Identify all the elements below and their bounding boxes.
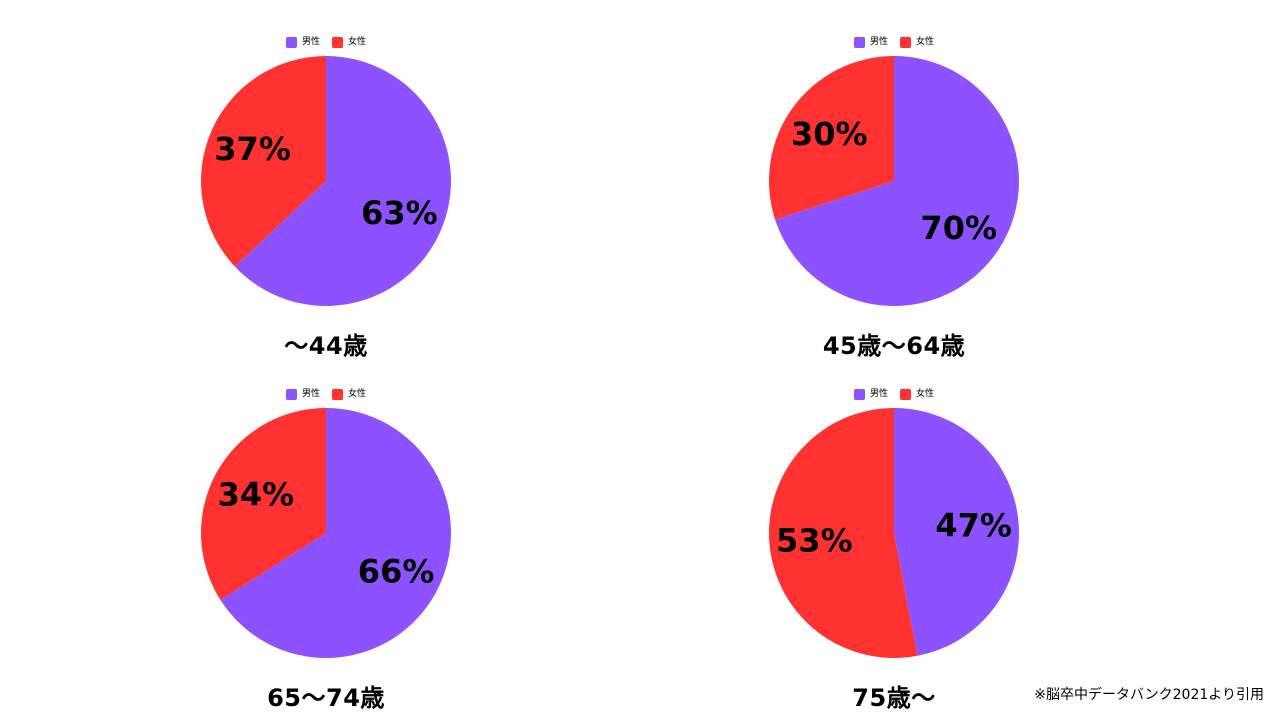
legend: 男性 女性 (744, 388, 1044, 400)
pie-slice-male (234, 56, 451, 306)
pie-label-male: 66% (358, 553, 435, 591)
pie-slice-female (769, 56, 894, 220)
pie-panel-45-64: 男性 女性 70% 30% 45歳～64歳 (744, 0, 1044, 360)
legend-item-male: 男性 (853, 36, 888, 48)
age-group-title: 65～74歳 (267, 684, 385, 712)
pie-slice-female (201, 408, 326, 600)
legend: 男性 女性 (176, 36, 476, 48)
legend-label-male: 男性 (869, 389, 888, 399)
legend-swatch-male (853, 388, 865, 400)
pie-label-male: 70% (920, 209, 997, 247)
pie-slice-male (220, 408, 451, 658)
legend-label-male: 男性 (301, 37, 320, 47)
age-group-title: 45歳～64歳 (822, 332, 966, 360)
legend-item-female: 女性 (900, 388, 934, 400)
legend-item-female: 女性 (332, 388, 366, 400)
pie-slice-male (894, 408, 1019, 656)
legend-label-female: 女性 (348, 37, 367, 47)
pie-panel-65-74: 男性 女性 66% 34% 65～74歳 (176, 352, 476, 712)
pie-label-female: 34% (218, 475, 295, 513)
legend-item-male: 男性 (285, 36, 320, 48)
pie-slice-female (769, 408, 918, 658)
pie-chart: 63% 37% (201, 56, 451, 306)
legend-label-male: 男性 (301, 389, 320, 399)
pie-panel-under-44: 男性 女性 63% 37% ～44歳 (176, 0, 476, 360)
pie-chart: 70% 30% (769, 56, 1019, 306)
legend: 男性 女性 (176, 388, 476, 400)
pie-chart: 66% 34% (201, 408, 451, 658)
pie-label-male: 47% (935, 506, 1012, 544)
legend-label-male: 男性 (869, 37, 888, 47)
legend-swatch-male (285, 36, 297, 48)
legend-swatch-male (853, 36, 865, 48)
pie-slice-female (201, 56, 326, 267)
pie-label-female: 53% (776, 522, 853, 560)
legend-swatch-male (285, 388, 297, 400)
legend-item-female: 女性 (900, 36, 934, 48)
pie-label-female: 30% (791, 115, 868, 153)
pie-slice-male (775, 56, 1019, 306)
legend-item-male: 男性 (285, 388, 320, 400)
pie-label-female: 37% (214, 130, 291, 168)
legend-item-female: 女性 (332, 36, 366, 48)
legend-swatch-female (332, 36, 343, 48)
legend: 男性 女性 (744, 36, 1044, 48)
legend-label-female: 女性 (916, 389, 935, 399)
age-group-title: 75歳～ (852, 684, 936, 712)
pie-panel-over-75: 男性 女性 47% 53% 75歳～ (744, 352, 1044, 712)
legend-swatch-female (332, 388, 343, 400)
pie-label-male: 63% (361, 194, 438, 232)
legend-label-female: 女性 (916, 37, 935, 47)
legend-swatch-female (900, 388, 911, 400)
legend-swatch-female (900, 36, 911, 48)
pie-chart: 47% 53% (769, 408, 1019, 658)
legend-item-male: 男性 (853, 388, 888, 400)
legend-label-female: 女性 (348, 389, 367, 399)
age-group-title: ～44歳 (284, 332, 368, 360)
source-note: ※脳卒中データバンク2021より引用 (1034, 687, 1264, 703)
